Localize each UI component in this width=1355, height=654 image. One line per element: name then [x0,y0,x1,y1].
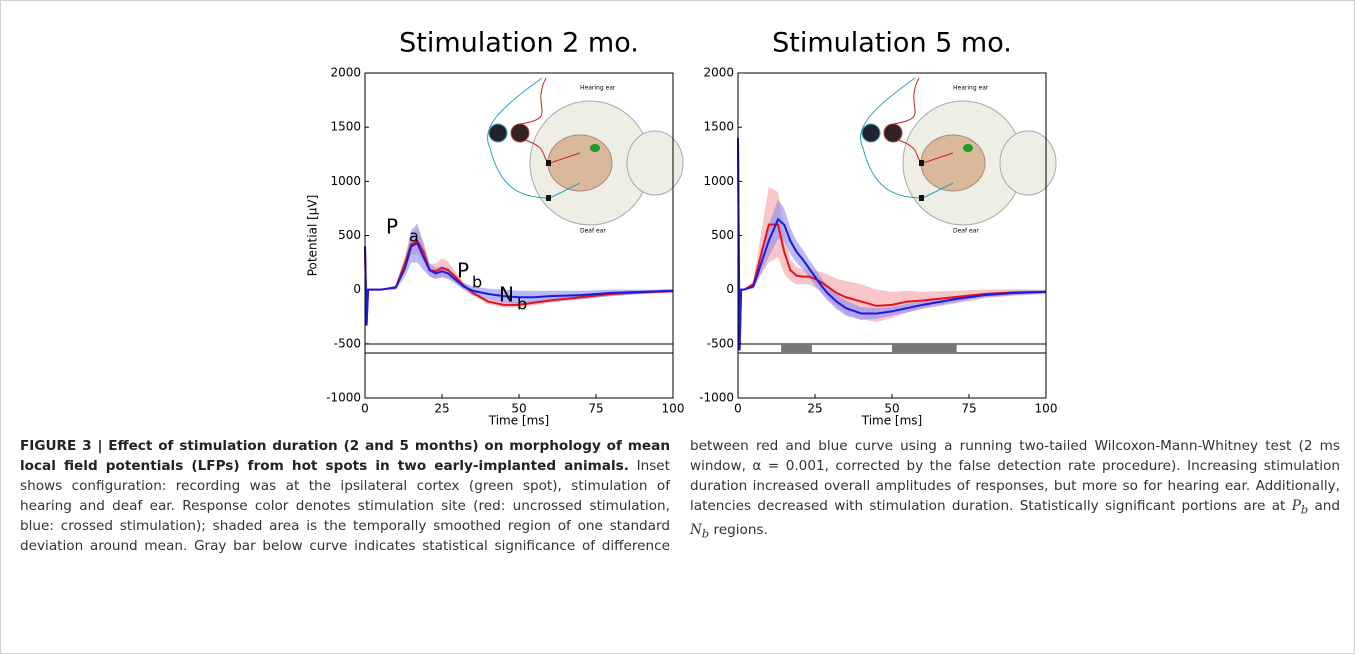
line [737,137,1047,351]
significance-bar [892,344,957,353]
y-tick-label: 0 [726,282,734,296]
electrode [919,195,924,201]
caption-joiner: and [1314,498,1341,514]
electrode [546,160,551,166]
green-spot [963,144,973,152]
wire-blue [486,77,581,199]
caption-label: FIGURE 3 | Effect of stimulation duratio… [20,438,670,474]
caption-tail: regions. [713,521,768,538]
x-axis-label: Time [ms] [861,414,923,428]
symbol-sub: b [701,526,710,541]
inset-label: Deaf ear [580,228,606,235]
annotation-sub: b [472,273,482,292]
inset-label: Hearing ear [580,85,616,92]
y-tick-label: 1500 [703,120,734,134]
annotation: N [499,283,514,307]
speaker [510,123,530,143]
y-tick-label: 500 [711,228,734,242]
chart-title: Stimulation 5 mo. [772,28,1012,59]
symbol: N [690,521,702,538]
y-tick-label: 1500 [330,120,361,134]
brain [547,134,613,192]
std-band [365,227,673,326]
annotation-sub: b [517,295,527,314]
y-tick-label: 1000 [703,174,734,188]
caption-text: Inset shows configuration: recording was… [20,438,1340,554]
figure-charts: Stimulation 2 mo. Time [ms] Potential [µV]… [306,28,1058,428]
symbol: P [1291,498,1301,514]
significance-bar [781,344,812,353]
x-tick-label: 25 [807,402,822,416]
inset-label: Deaf ear [953,228,979,235]
y-tick-label: 1000 [330,174,361,188]
brain [920,134,986,192]
y-tick-label: 2000 [703,66,734,80]
inset: Hearing ear Deaf ear [859,77,1057,235]
wire-blue [859,77,954,199]
speaker [883,123,903,143]
axes-frame [364,72,674,399]
speaker [861,123,881,143]
x-tick-label: 75 [961,402,976,416]
x-tick-label: 50 [511,402,526,416]
annotation-sub: a [409,227,419,246]
skull-snout [626,130,684,196]
speaker [488,123,508,143]
axes-frame [737,72,1047,399]
symbol-sub: b [1300,502,1309,517]
annotation: P [457,259,469,283]
x-tick-label: 0 [734,402,742,416]
y-tick-label: 0 [353,282,361,296]
x-tick-label: 100 [1035,402,1058,416]
electrode [546,195,551,201]
y-tick-label: 500 [338,228,361,242]
inset-label: Hearing ear [953,85,989,92]
x-tick-label: 50 [884,402,899,416]
x-tick-label: 25 [434,402,449,416]
caption: FIGURE 3 | Effect of stimulation duratio… [20,436,1340,556]
y-tick-label: -500 [707,336,734,350]
chart-title: Stimulation 2 mo. [399,28,639,59]
y-axis-label: Potential [µV] [306,195,320,277]
y-tick-label: -1000 [326,391,361,405]
y-tick-label: -1000 [699,391,734,405]
x-tick-label: 100 [662,402,685,416]
green-spot [590,144,600,152]
x-tick-label: 75 [588,402,603,416]
annotation: P [386,215,398,239]
y-tick-label: 2000 [330,66,361,80]
electrode [919,160,924,166]
y-tick-label: -500 [334,336,361,350]
inset: Hearing ear Deaf ear [486,77,684,235]
x-tick-label: 0 [361,402,369,416]
line [364,241,674,326]
x-axis-label: Time [ms] [488,414,550,428]
skull-snout [999,130,1057,196]
